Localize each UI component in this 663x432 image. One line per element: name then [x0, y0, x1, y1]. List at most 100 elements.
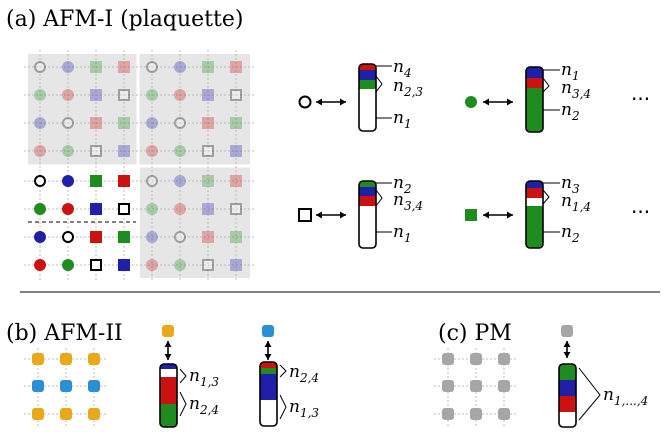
label-square-open-top: n2: [393, 173, 412, 196]
afm1-lattice: [24, 50, 254, 282]
lattice-site: [442, 408, 454, 420]
lattice-site: [60, 408, 72, 420]
open-circle-site: [146, 61, 158, 73]
lattice-site: [470, 408, 482, 420]
occupation-bar-green-circle: [525, 66, 544, 133]
lattice-site: [88, 408, 100, 420]
open-square-site: [118, 203, 130, 215]
label-square-green-top: n3: [561, 173, 580, 196]
bar-outline: [525, 66, 544, 133]
filled-circle-site: [174, 259, 186, 271]
bar-outline: [159, 363, 178, 428]
bar-segment: [260, 400, 277, 426]
label-blue-bot: n1,3: [289, 397, 319, 420]
filled-circle-site: [34, 231, 46, 243]
bar-segment: [359, 89, 376, 131]
filled-square-site: [90, 117, 102, 129]
bar-segment: [359, 206, 376, 248]
double-arrow-icon: [483, 211, 513, 219]
brace-mid: [375, 75, 383, 93]
label-circle-green-mid: n3,4: [561, 78, 591, 101]
lattice-site: [498, 380, 510, 392]
label-square-open-mid: n3,4: [393, 190, 423, 213]
green-square-icon: [465, 209, 477, 221]
bar-segment: [359, 181, 376, 187]
label-circle-open-mid: n2,3: [393, 76, 423, 99]
vertical-double-arrow-icon: [563, 341, 571, 358]
bar-segment: [160, 404, 177, 427]
pm-panel: n1,...,4: [434, 325, 648, 428]
filled-square-site: [118, 175, 130, 187]
open-circle-site: [62, 117, 74, 129]
filled-square-site: [118, 117, 130, 129]
filled-circle-site: [34, 145, 46, 157]
open-circle-site: [34, 61, 46, 73]
bar-segment: [359, 64, 376, 70]
filled-circle-site: [146, 203, 158, 215]
filled-square-site: [230, 259, 242, 271]
bar-segment: [526, 67, 543, 78]
label-square-green-mid: n1,4: [561, 191, 591, 214]
bar-segment: [359, 80, 376, 89]
label-circle-open-top: n4: [393, 57, 412, 80]
bar-outline: [358, 180, 377, 249]
blue-site-icon: [262, 325, 274, 337]
bar-segment: [526, 198, 543, 206]
filled-circle-site: [34, 89, 46, 101]
bar-segment: [160, 377, 177, 404]
filled-circle-site: [174, 203, 186, 215]
bar-segment: [559, 396, 576, 412]
filled-square-site: [202, 203, 214, 215]
bar-segment: [526, 188, 543, 198]
bar-segment: [260, 368, 277, 374]
ellipsis-row-1: ···: [631, 87, 650, 111]
brace-top: [179, 368, 187, 384]
filled-square-site: [202, 89, 214, 101]
label-orange-top: n1,3: [189, 366, 219, 389]
filled-square-site: [202, 231, 214, 243]
filled-circle-site: [62, 175, 74, 187]
filled-square-site: [118, 61, 130, 73]
bar-segment: [160, 364, 177, 369]
lattice-site: [442, 380, 454, 392]
filled-square-site: [90, 231, 102, 243]
bar-segment: [559, 412, 576, 427]
bar-segment: [160, 369, 177, 377]
open-square-site: [90, 145, 102, 157]
occupation-bar-green-square: [525, 180, 544, 249]
lattice-site: [60, 353, 72, 365]
filled-circle-site: [62, 61, 74, 73]
filled-square-site: [90, 89, 102, 101]
double-arrow-icon: [316, 211, 346, 219]
filled-square-site: [202, 61, 214, 73]
bar-outline: [259, 361, 278, 427]
open-circle-site: [34, 175, 46, 187]
filled-square-site: [118, 231, 130, 243]
label-circle-open-bot: n1: [393, 108, 412, 131]
bar-outline: [525, 180, 544, 249]
brace-all: [578, 367, 601, 421]
brace-bottom: [179, 391, 187, 417]
label-pm: n1,...,4: [603, 385, 648, 408]
occupation-bar-gray: [558, 363, 577, 428]
bar-segment: [559, 364, 576, 380]
bar-segment: [359, 187, 376, 196]
brace-mid: [542, 189, 550, 205]
lattice-site: [32, 408, 44, 420]
gray-site-icon: [561, 325, 573, 337]
bar-segment: [260, 362, 277, 368]
label-orange-bot: n2,4: [189, 394, 219, 417]
filled-square-site: [118, 259, 130, 271]
filled-circle-site: [62, 203, 74, 215]
bar-segment: [526, 181, 543, 188]
lattice-site: [498, 353, 510, 365]
filled-circle-site: [174, 175, 186, 187]
filled-circle-site: [146, 231, 158, 243]
open-square-site: [230, 89, 242, 101]
bar-segment: [526, 78, 543, 88]
filled-square-site: [230, 145, 242, 157]
lattice-site: [88, 380, 100, 392]
afm2-panel: n1,3 n2,4 n2,4 n1,3: [24, 325, 319, 428]
filled-square-site: [118, 145, 130, 157]
green-circle-icon: [465, 96, 477, 108]
